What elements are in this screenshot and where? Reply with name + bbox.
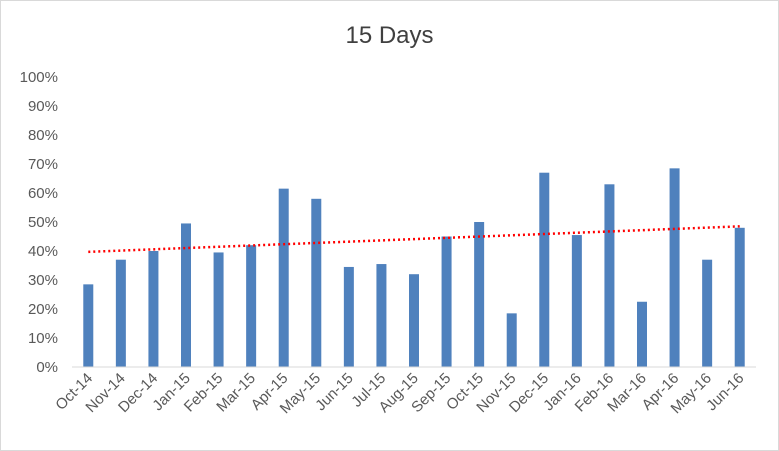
y-tick-label: 40% — [28, 243, 58, 260]
x-tick-label: Jun-16 — [703, 370, 747, 414]
bar-series — [83, 168, 745, 367]
bar — [278, 188, 289, 367]
bar — [702, 259, 713, 367]
y-tick-label: 20% — [28, 301, 58, 318]
bar — [181, 223, 191, 367]
bar — [115, 259, 126, 367]
bar — [506, 313, 517, 367]
bar — [571, 235, 582, 367]
bar — [311, 198, 322, 367]
chart-title: 15 Days — [345, 22, 434, 49]
bar — [441, 236, 452, 367]
y-tick-label: 0% — [36, 359, 58, 376]
bar — [604, 184, 615, 367]
bar — [148, 251, 159, 367]
y-axis-labels: 0% 10% 20% 30% 40% 50% 60% 70% 80% 90% 100% — [20, 69, 58, 376]
y-tick-label: 70% — [28, 156, 58, 173]
y-tick-label: 80% — [28, 127, 58, 144]
x-tick-label: Jun-15 — [312, 370, 356, 414]
bar — [734, 227, 745, 367]
x-axis-labels: Oct-14Nov-14Dec-14Jan-15Feb-15Mar-15Apr-… — [52, 370, 747, 417]
bar — [343, 266, 354, 367]
bar — [669, 168, 680, 367]
bar — [376, 264, 387, 367]
bar — [539, 172, 550, 367]
bar — [409, 274, 419, 367]
bar — [83, 284, 94, 367]
trendline — [88, 225, 740, 254]
bar — [637, 301, 647, 367]
y-tick-label: 50% — [28, 214, 58, 231]
bar — [213, 252, 224, 367]
y-tick-label: 100% — [20, 69, 58, 86]
y-tick-label: 10% — [28, 330, 58, 347]
y-tick-label: 60% — [28, 185, 58, 202]
bar — [246, 245, 257, 367]
y-tick-label: 90% — [28, 98, 58, 115]
y-tick-label: 30% — [28, 272, 58, 289]
bar — [474, 222, 485, 367]
